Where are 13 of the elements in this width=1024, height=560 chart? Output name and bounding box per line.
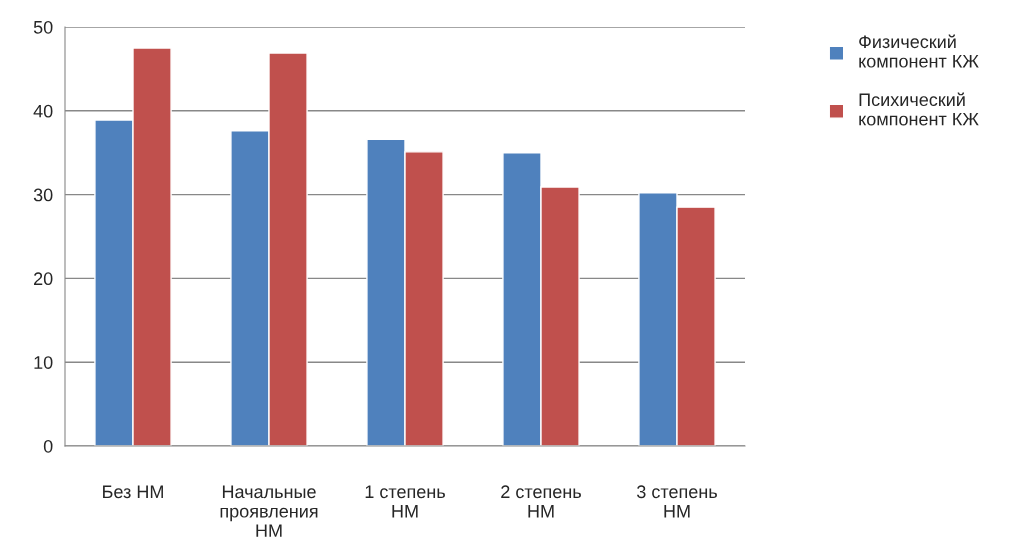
x-tick-label: 1 степень НМ — [365, 485, 445, 518]
y-tick-label: 10 — [34, 356, 53, 369]
legend-label: Физический компонент КЖ — [859, 34, 979, 68]
legend-label: Психический компонент КЖ — [859, 92, 979, 126]
y-tick-label: 50 — [33, 20, 53, 34]
y-tick-label: 20 — [34, 272, 53, 286]
y-tick-label: 40 — [33, 104, 53, 118]
x-tick-label: Начальные проявления НМ — [220, 485, 318, 537]
x-tick-label: Без НМ — [103, 485, 163, 499]
y-tick-label: 30 — [33, 188, 53, 202]
x-tick-label: 2 степень НМ — [501, 485, 581, 518]
y-tick-label: 0 — [43, 439, 53, 453]
x-tick-label: 3 степень НМ — [637, 485, 717, 518]
